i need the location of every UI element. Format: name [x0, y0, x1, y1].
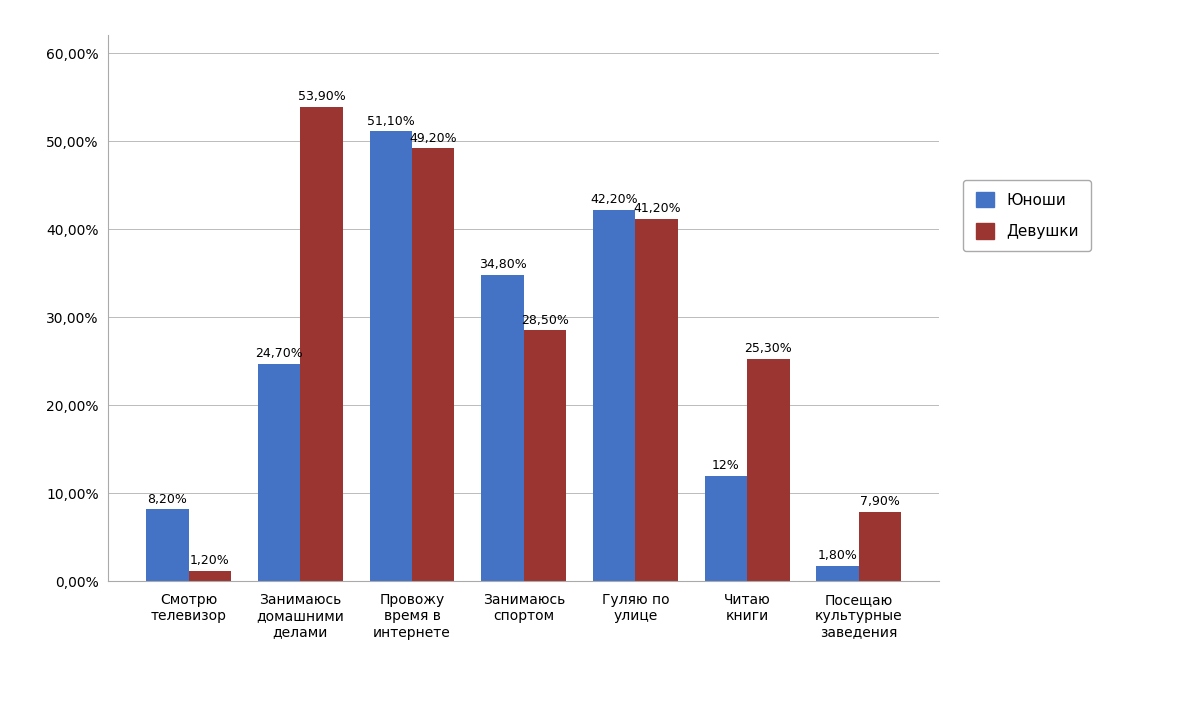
Text: 49,20%: 49,20%: [409, 132, 458, 145]
Text: 51,10%: 51,10%: [367, 115, 414, 128]
Text: 12%: 12%: [712, 459, 739, 472]
Bar: [189, 571, 231, 581]
Bar: [300, 107, 343, 581]
Text: 7,90%: 7,90%: [860, 496, 901, 508]
Bar: [146, 509, 189, 581]
Text: 24,70%: 24,70%: [255, 347, 303, 360]
Bar: [816, 566, 858, 581]
Bar: [524, 330, 566, 581]
Bar: [370, 131, 412, 581]
Bar: [258, 364, 300, 581]
Bar: [636, 218, 678, 581]
Text: 25,30%: 25,30%: [744, 342, 792, 355]
Bar: [748, 359, 790, 581]
Bar: [594, 210, 636, 581]
Bar: [858, 512, 902, 581]
Text: 1,80%: 1,80%: [818, 549, 857, 562]
Text: 42,20%: 42,20%: [590, 194, 638, 206]
Text: 8,20%: 8,20%: [147, 493, 188, 506]
Bar: [412, 148, 454, 581]
Text: 53,90%: 53,90%: [297, 90, 346, 104]
Bar: [482, 275, 524, 581]
Bar: [704, 476, 748, 581]
Text: 34,80%: 34,80%: [479, 259, 526, 272]
Text: 1,20%: 1,20%: [190, 554, 230, 567]
Text: 41,20%: 41,20%: [633, 202, 680, 215]
Legend: Юноши, Девушки: Юноши, Девушки: [963, 179, 1091, 251]
Text: 28,50%: 28,50%: [521, 314, 569, 327]
